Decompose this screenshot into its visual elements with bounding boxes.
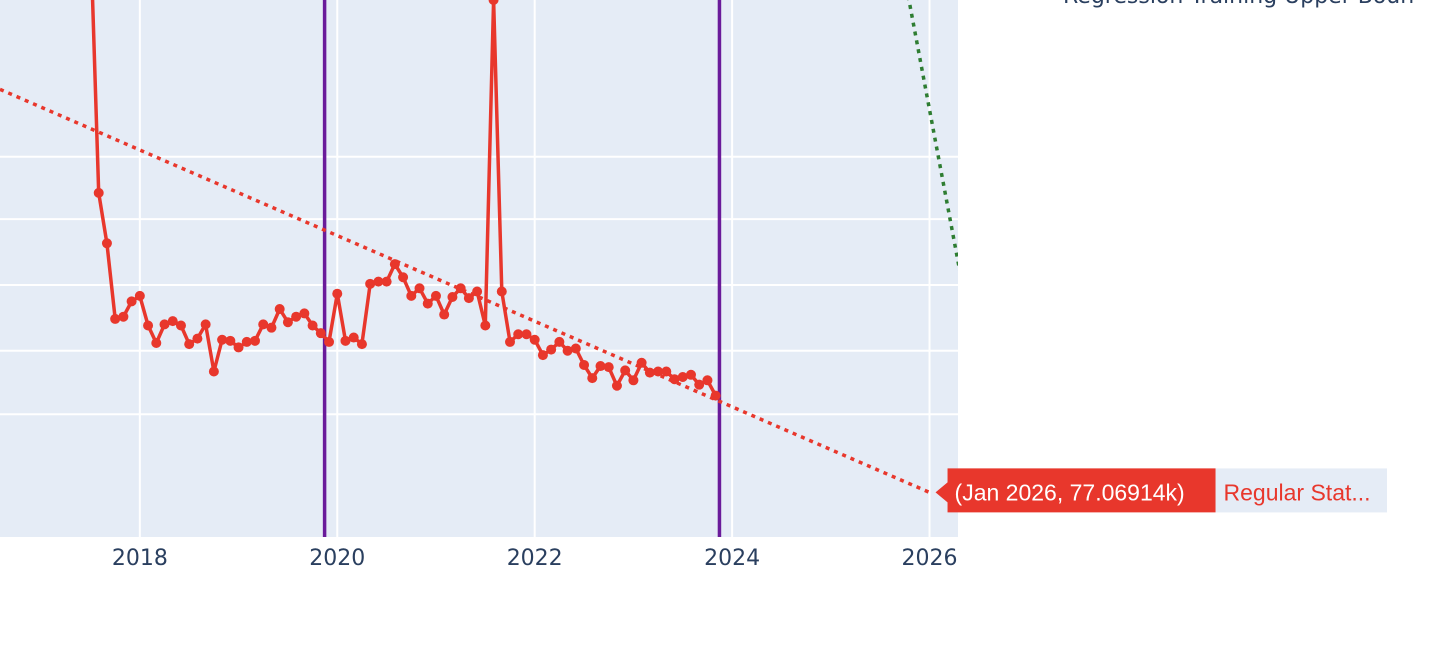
actual-point — [579, 359, 590, 370]
plot-background — [0, 0, 958, 537]
actual-point — [398, 272, 409, 283]
hover-series-name-background — [1215, 468, 1387, 513]
actual-point — [225, 335, 236, 346]
upper-bound-line — [907, 0, 958, 271]
actual-point — [217, 334, 228, 345]
actual-point — [299, 308, 310, 319]
actual-point — [307, 320, 318, 331]
actual-point — [134, 290, 145, 301]
x-tick-label-2018: 2018 — [112, 546, 168, 571]
actual-point — [628, 375, 639, 386]
actual-point — [595, 361, 606, 372]
actual-point — [93, 187, 104, 198]
hover-tooltip: Regular Stat... (Jan 2026, 77.06914k) — [935, 468, 1387, 513]
actual-point — [241, 336, 252, 347]
actual-point — [422, 298, 433, 309]
actual-point — [282, 317, 293, 328]
actual-point — [603, 362, 614, 373]
actual-point — [537, 350, 548, 361]
actual-point — [480, 320, 491, 331]
actual-point — [694, 379, 705, 390]
actual-point — [184, 339, 195, 350]
actual-point — [677, 371, 688, 382]
actual-point — [488, 0, 499, 5]
actual-point — [250, 335, 261, 346]
actual-point — [324, 336, 335, 347]
actual-point — [554, 336, 565, 347]
actual-point — [151, 338, 162, 349]
actual-point — [513, 329, 524, 340]
actual-point — [546, 344, 557, 355]
actual-point — [258, 319, 269, 330]
actual-point — [266, 322, 277, 333]
legend-entry-upper-bound[interactable]: Regression Training Upper Boun — [1063, 0, 1414, 9]
actual-point — [101, 238, 112, 249]
hover-label-text: (Jan 2026, 77.06914k) — [955, 479, 1185, 505]
actual-point — [570, 343, 581, 354]
hover-series-name: Regular Stat... — [1224, 479, 1371, 505]
actual-point — [611, 380, 622, 391]
plot-marks — [0, 0, 958, 537]
actual-point — [496, 286, 507, 297]
actual-point — [685, 369, 696, 380]
actual-point — [175, 320, 186, 331]
regression-line — [0, 87, 931, 495]
actual-point — [291, 311, 302, 322]
legend[interactable]: Regression Training Upper Boun — [1063, 0, 1414, 9]
actual-point — [529, 334, 540, 345]
actual-point — [562, 345, 573, 356]
actual-point — [192, 333, 203, 344]
actual-point — [702, 375, 713, 386]
x-axis-ticks: 2018 2020 2022 2024 2026 — [112, 546, 958, 571]
actual-point — [505, 336, 516, 347]
hover-label-box — [935, 468, 1216, 513]
actual-point — [365, 278, 376, 289]
actual-point — [118, 311, 129, 322]
actual-point — [447, 291, 458, 302]
actual-point — [587, 373, 598, 384]
actual-point — [521, 329, 532, 340]
actual-point — [208, 366, 219, 377]
x-tick-label-2020: 2020 — [309, 546, 365, 571]
actual-point — [439, 309, 450, 320]
actual-point — [332, 288, 343, 299]
x-tick-label-2022: 2022 — [507, 546, 563, 571]
actual-point — [167, 316, 178, 327]
actual-point — [233, 342, 244, 353]
actual-point — [406, 290, 417, 301]
actual-point — [348, 332, 359, 343]
actual-point — [381, 276, 392, 287]
actual-point — [356, 339, 367, 350]
x-tick-label-2024: 2024 — [704, 546, 760, 571]
actual-point — [315, 328, 326, 339]
actual-point — [430, 290, 441, 301]
actual-point — [126, 296, 137, 307]
actual-point — [414, 283, 425, 294]
actual-point — [110, 313, 121, 324]
actual-point — [373, 276, 384, 287]
actual-point — [340, 335, 351, 346]
actual-point — [274, 304, 285, 315]
actual-point — [159, 319, 170, 330]
actual-point — [143, 320, 154, 331]
x-tick-label-2026: 2026 — [902, 546, 958, 571]
actual-point — [200, 319, 211, 330]
actual-point — [661, 366, 672, 377]
actual-point — [620, 365, 631, 376]
